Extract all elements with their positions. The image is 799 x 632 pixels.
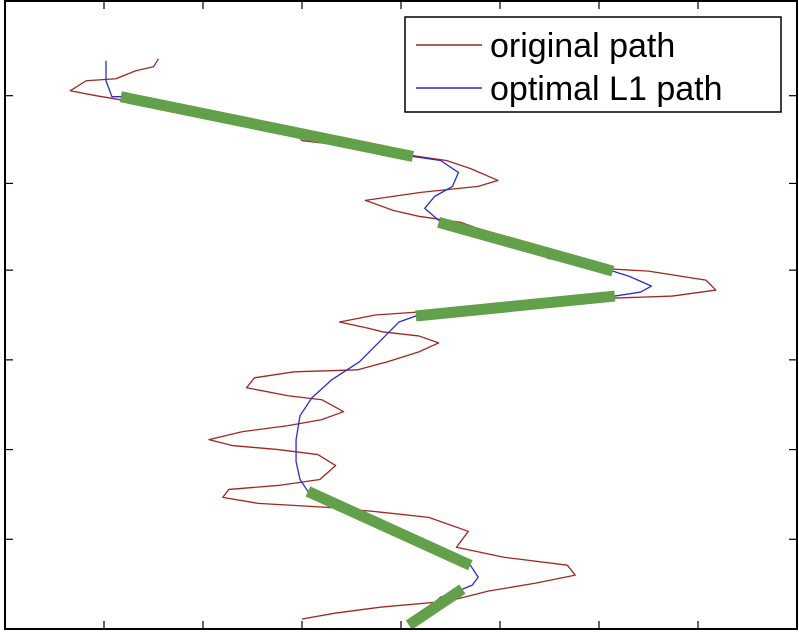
series-layer [69, 58, 717, 630]
linear-segment-3 [305, 486, 473, 571]
plot-frame [4, 0, 798, 630]
legend-box [404, 16, 782, 113]
legend-label-original-path: original path [490, 27, 675, 65]
legend: original path optimal L1 path [404, 16, 782, 113]
axis-ticks [5, 1, 797, 629]
linear-segment-2 [415, 290, 616, 322]
linear-segment-1 [437, 216, 615, 277]
linear-segment-0 [119, 91, 414, 162]
linear-segment-4 [405, 584, 466, 630]
legend-label-optimal-l1-path: optimal L1 path [490, 70, 723, 108]
